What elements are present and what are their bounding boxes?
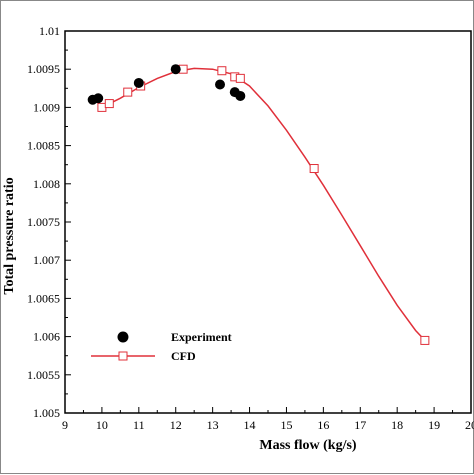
marker-layer [87, 64, 430, 345]
x-tick-label: 14 [244, 418, 256, 432]
x-tick-label: 16 [317, 418, 329, 432]
x-tick-label: 17 [354, 418, 366, 432]
x-tick-label: 19 [428, 418, 440, 432]
experiment-point [133, 77, 144, 88]
cfd-point [235, 73, 245, 83]
x-tick-label: 9 [62, 418, 68, 432]
experiment-point [215, 79, 226, 90]
x-tick-label: 18 [391, 418, 403, 432]
legend: Experiment CFD [91, 330, 232, 363]
y-tick-label: 1.0065 [27, 291, 60, 305]
y-tick-label: 1.0095 [27, 62, 60, 76]
cfd-curve-layer [101, 67, 426, 341]
legend-cfd-label: CFD [171, 349, 196, 363]
x-tick-label: 11 [133, 418, 145, 432]
x-tick-label: 10 [96, 418, 108, 432]
cfd-point [97, 102, 107, 112]
experiment-point [93, 93, 104, 104]
y-axis-title: Total pressure ratio [2, 177, 17, 294]
y-tick-label: 1.009 [33, 100, 60, 114]
x-tick-label: 20 [465, 418, 474, 432]
y-tick-label: 1.005 [33, 406, 60, 420]
cfd-point [123, 87, 133, 97]
experiment-point [235, 90, 246, 101]
experiment-point [170, 64, 181, 75]
plot-area [64, 30, 472, 414]
cfd-point [420, 335, 430, 345]
legend-experiment-label: Experiment [171, 330, 232, 344]
tick-layer: 9 10 11 12 13 14 15 16 17 18 19 20 1.005 1.0055 1.006 1… [27, 24, 474, 432]
legend-experiment-marker [117, 331, 129, 343]
cfd-point [217, 66, 227, 76]
legend-cfd-marker [118, 351, 128, 361]
x-tick-label: 15 [280, 418, 292, 432]
y-tick-label: 1.006 [33, 330, 60, 344]
x-tick-label: 12 [170, 418, 182, 432]
y-tick-label: 1.0055 [27, 368, 60, 382]
y-tick-label: 1.008 [33, 177, 60, 191]
y-tick-label: 1.0075 [27, 215, 60, 229]
y-tick-label: 1.0085 [27, 139, 60, 153]
x-tick-label: 13 [207, 418, 219, 432]
cfd-point [104, 99, 114, 109]
y-tick-label: 1.01 [39, 24, 60, 38]
cfd-point [309, 164, 319, 174]
y-tick-label: 1.007 [33, 253, 60, 267]
cfd-line [101, 67, 426, 341]
x-axis-title: Mass flow (kg/s) [259, 438, 357, 453]
